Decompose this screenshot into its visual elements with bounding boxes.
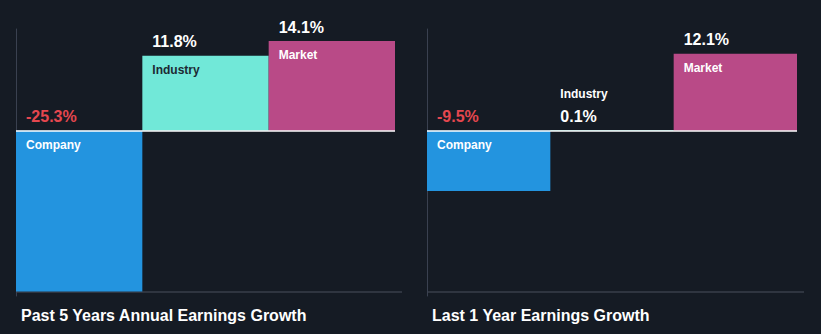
svg-text:-9.5%: -9.5% (437, 108, 479, 125)
svg-text:Company: Company (26, 138, 81, 152)
svg-text:Market: Market (279, 48, 318, 62)
svg-text:Past 5 Years Annual Earnings G: Past 5 Years Annual Earnings Growth (21, 307, 306, 324)
svg-text:-25.3%: -25.3% (26, 108, 77, 125)
svg-text:12.1%: 12.1% (684, 31, 729, 48)
svg-text:Market: Market (684, 61, 723, 75)
svg-text:0.1%: 0.1% (560, 108, 596, 125)
svg-text:Industry: Industry (560, 87, 608, 101)
svg-text:Company: Company (437, 138, 492, 152)
svg-text:11.8%: 11.8% (152, 33, 196, 50)
svg-text:Industry: Industry (152, 63, 200, 77)
svg-text:Last 1 Year Earnings Growth: Last 1 Year Earnings Growth (432, 307, 650, 324)
svg-text:14.1%: 14.1% (279, 19, 324, 36)
